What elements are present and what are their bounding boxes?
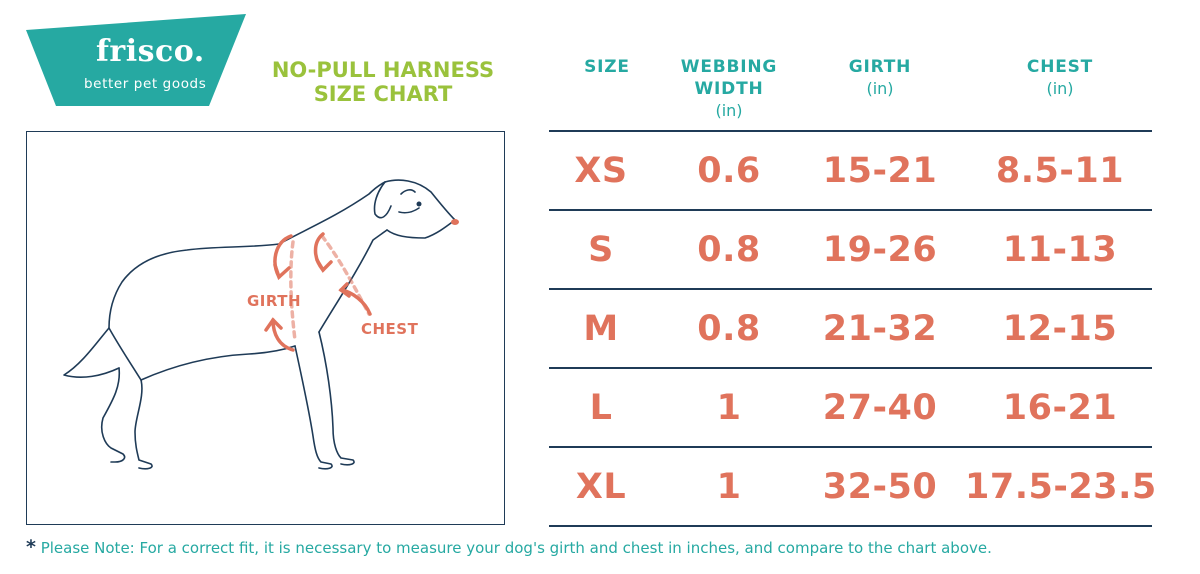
- chart-title-line2: SIZE CHART: [313, 82, 453, 106]
- fit-note: * Please Note: For a correct fit, it is …: [26, 536, 1186, 558]
- webbing-width-cell: 1: [716, 388, 742, 428]
- dog-illustration-frame: GIRTH CHEST: [26, 131, 505, 525]
- table-row: XL 1 32-50 17.5-23.5: [549, 448, 1157, 526]
- table-divider: [549, 130, 1152, 132]
- logo-badge: [26, 14, 246, 106]
- girth-cell: 21-32: [822, 309, 938, 349]
- fit-note-text: Please Note: For a correct fit, it is ne…: [40, 539, 992, 557]
- table-divider: [549, 288, 1152, 290]
- girth-label: GIRTH: [247, 292, 302, 310]
- webbing-width-cell: 1: [716, 467, 742, 507]
- table-row: M 0.8 21-32 12-15: [549, 290, 1152, 368]
- header-webbing-width: WEBBING WIDTH (in): [667, 56, 791, 122]
- table-row: L 1 27-40 16-21: [549, 369, 1152, 447]
- header-chest-unit: (in): [1046, 79, 1074, 98]
- chart-title: NO-PULL HARNESS SIZE CHART: [252, 58, 514, 106]
- webbing-width-cell: 0.6: [697, 151, 761, 191]
- header-width-label: WIDTH: [694, 79, 764, 99]
- logo-name: frisco.: [96, 34, 205, 69]
- girth-cell: 15-21: [822, 151, 938, 191]
- girth-cell: 32-50: [822, 467, 938, 507]
- chest-cell: 16-21: [1002, 388, 1118, 428]
- frisco-logo: frisco. better pet goods: [26, 12, 248, 108]
- chest-label: CHEST: [361, 320, 419, 338]
- header-girth-unit: (in): [866, 79, 894, 98]
- chest-cell: 17.5-23.5: [965, 467, 1157, 507]
- webbing-width-cell: 0.8: [697, 230, 761, 270]
- header-size-label: SIZE: [584, 57, 630, 77]
- girth-cell: 19-26: [822, 230, 938, 270]
- size-cell: XS: [574, 151, 628, 191]
- table-row: XS 0.6 15-21 8.5-11: [549, 132, 1152, 210]
- chest-cell: 8.5-11: [995, 151, 1125, 191]
- header-chest-label: CHEST: [1026, 57, 1094, 77]
- size-cell: XL: [575, 467, 627, 507]
- table-divider: [549, 446, 1152, 448]
- table-row: S 0.8 19-26 11-13: [549, 211, 1152, 289]
- header-webbing-label: WEBBING: [680, 57, 778, 77]
- webbing-width-cell: 0.8: [697, 309, 761, 349]
- size-cell: S: [588, 230, 614, 270]
- table-divider: [549, 209, 1152, 211]
- header-chest: CHEST (in): [1000, 56, 1120, 100]
- chest-cell: 11-13: [1002, 230, 1118, 270]
- logo-tagline: better pet goods: [84, 76, 207, 92]
- header-webbing-unit: (in): [715, 101, 743, 120]
- header-girth-label: GIRTH: [848, 57, 912, 77]
- header-girth: GIRTH (in): [820, 56, 940, 100]
- table-divider: [549, 525, 1152, 527]
- dog-outline-icon: [63, 179, 459, 470]
- header-size: SIZE: [561, 56, 653, 78]
- girth-cell: 27-40: [822, 388, 938, 428]
- table-divider: [549, 367, 1152, 369]
- size-cell: M: [583, 309, 619, 349]
- size-cell: L: [589, 388, 613, 428]
- asterisk-icon: *: [26, 536, 36, 558]
- chart-title-line1: NO-PULL HARNESS: [271, 58, 495, 82]
- chest-cell: 12-15: [1002, 309, 1118, 349]
